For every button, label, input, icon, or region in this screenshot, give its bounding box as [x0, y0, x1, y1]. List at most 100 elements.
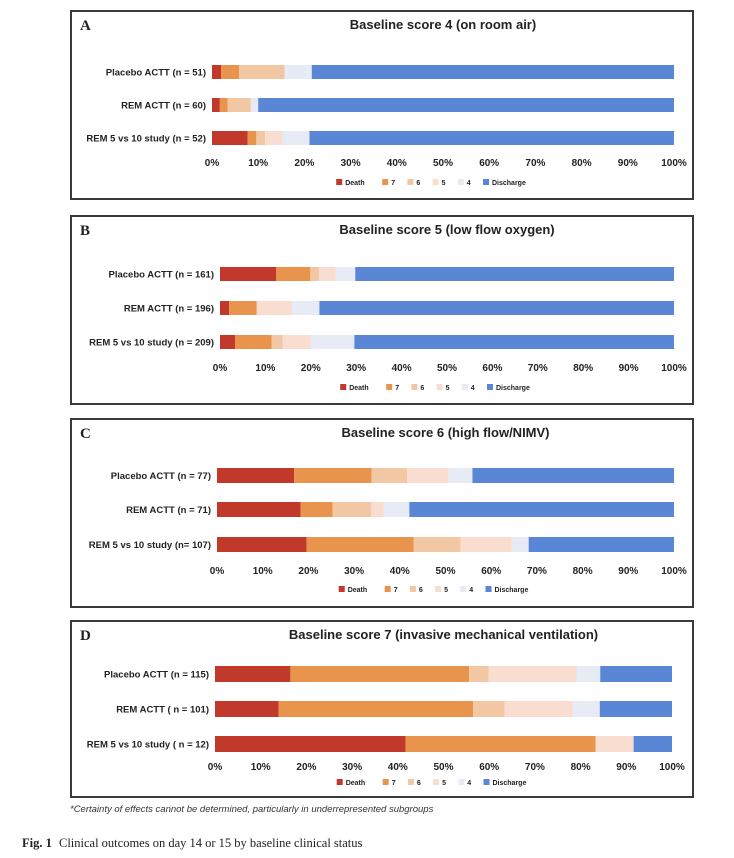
caption-label: Fig. 1 [22, 836, 52, 850]
legend-swatch [407, 779, 414, 785]
bar-segment-death [215, 666, 291, 682]
bar-segment-death [220, 335, 235, 349]
chart-panel-b: B Baseline score 5 (low flow oxygen) Place… [70, 215, 694, 405]
category-label: REM ACTT (n = 60) [121, 101, 206, 112]
legend-swatch [460, 586, 467, 592]
bar-segment-7 [278, 701, 474, 717]
bar-segment-7 [290, 666, 470, 682]
category-label: Placebo ACTT (n = 161) [109, 270, 215, 281]
legend-label: 6 [416, 180, 420, 187]
bar-segment-6 [413, 537, 461, 552]
bar-segment-death [215, 736, 406, 752]
x-tick-label: 90% [618, 566, 638, 577]
legend-label: 7 [394, 587, 398, 594]
legend-label: Death [346, 780, 365, 787]
bar-segment-discharge [409, 502, 674, 517]
bar-segment-5 [371, 502, 384, 517]
legend-label: Death [349, 385, 368, 392]
bar-segment-6 [371, 468, 408, 483]
panel-letter: D [80, 628, 91, 644]
x-tick-label: 0% [210, 566, 225, 577]
legend-label: Discharge [495, 587, 529, 594]
bar-segment-4 [511, 537, 529, 552]
bar-segment-4 [448, 468, 473, 483]
bar-segment-4 [335, 267, 356, 281]
category-label: Placebo ACTT (n = 115) [104, 670, 209, 681]
x-tick-label: 20% [296, 762, 316, 773]
x-tick-label: 90% [618, 158, 638, 169]
legend-label: 6 [420, 385, 424, 392]
x-tick-label: 90% [619, 363, 639, 374]
bar-segment-6 [332, 502, 372, 517]
legend-label: 7 [391, 180, 395, 187]
legend-swatch [407, 179, 414, 185]
x-tick-label: 50% [433, 762, 453, 773]
chart-title: Baseline score 6 (high flow/NIMV) [341, 425, 549, 440]
x-tick-label: 100% [659, 762, 685, 773]
bar-segment-7 [247, 131, 257, 145]
legend-swatch [485, 586, 492, 592]
bar-segment-5 [504, 701, 573, 717]
bar-segment-6 [310, 267, 319, 281]
category-label: REM 5 vs 10 study (n= 107) [89, 540, 211, 551]
bar-segment-6 [469, 666, 489, 682]
bar-segment-5 [595, 736, 634, 752]
x-tick-label: 70% [525, 158, 545, 169]
x-tick-label: 40% [388, 762, 408, 773]
bar-segment-discharge [354, 335, 674, 349]
legend-label: Death [348, 587, 367, 594]
x-tick-label: 30% [346, 363, 366, 374]
bar-segment-death [217, 537, 307, 552]
x-tick-label: 40% [390, 566, 410, 577]
x-tick-label: 60% [482, 363, 502, 374]
legend-label: 4 [471, 385, 475, 392]
x-tick-label: 0% [213, 363, 228, 374]
legend-swatch [458, 779, 465, 785]
bar-segment-4 [291, 301, 320, 315]
bar-segment-6 [271, 335, 283, 349]
bar-segment-discharge [355, 267, 674, 281]
legend-swatch [411, 384, 418, 390]
x-tick-label: 50% [435, 566, 455, 577]
caption-text: Clinical outcomes on day 14 or 15 by bas… [58, 836, 363, 850]
bar-segment-5 [265, 131, 283, 145]
x-tick-label: 30% [342, 762, 362, 773]
legend-swatch [386, 384, 393, 390]
x-tick-label: 50% [433, 158, 453, 169]
legend-swatch [382, 179, 389, 185]
x-tick-label: 80% [571, 762, 591, 773]
bar-segment-4 [576, 666, 601, 682]
chart-title: Baseline score 4 (on room air) [350, 17, 536, 32]
category-label: REM 5 vs 10 study (n = 209) [89, 338, 214, 349]
bar-segment-discharge [600, 666, 672, 682]
bar-segment-discharge [599, 701, 672, 717]
x-tick-label: 80% [573, 566, 593, 577]
bar-segment-discharge [528, 537, 674, 552]
legend-swatch [336, 779, 343, 785]
legend-swatch [433, 779, 440, 785]
bar-segment-discharge [311, 65, 674, 79]
bar-segment-death [220, 267, 277, 281]
bar-segment-4 [284, 65, 312, 79]
x-tick-label: 100% [661, 566, 687, 577]
bar-segment-5 [282, 335, 311, 349]
bar-segment-7 [300, 502, 333, 517]
legend-swatch [340, 384, 347, 390]
x-tick-label: 10% [255, 363, 275, 374]
legend-label: 5 [446, 385, 450, 392]
legend-swatch [382, 779, 389, 785]
legend-swatch [435, 586, 442, 592]
bar-segment-7 [294, 468, 372, 483]
bar-segment-4 [250, 98, 259, 112]
bar-segment-discharge [633, 736, 672, 752]
figure-caption: Fig. 1 Clinical outcomes on day 14 or 15… [22, 836, 362, 851]
legend-label: 7 [392, 780, 396, 787]
bar-segment-4 [310, 335, 355, 349]
legend-label: 7 [395, 385, 399, 392]
x-tick-label: 0% [205, 158, 220, 169]
bar-segment-death [217, 502, 301, 517]
chart-title: Baseline score 5 (low flow oxygen) [339, 222, 554, 237]
legend-label: Discharge [496, 385, 530, 392]
legend-swatch [384, 586, 391, 592]
x-tick-label: 30% [344, 566, 364, 577]
